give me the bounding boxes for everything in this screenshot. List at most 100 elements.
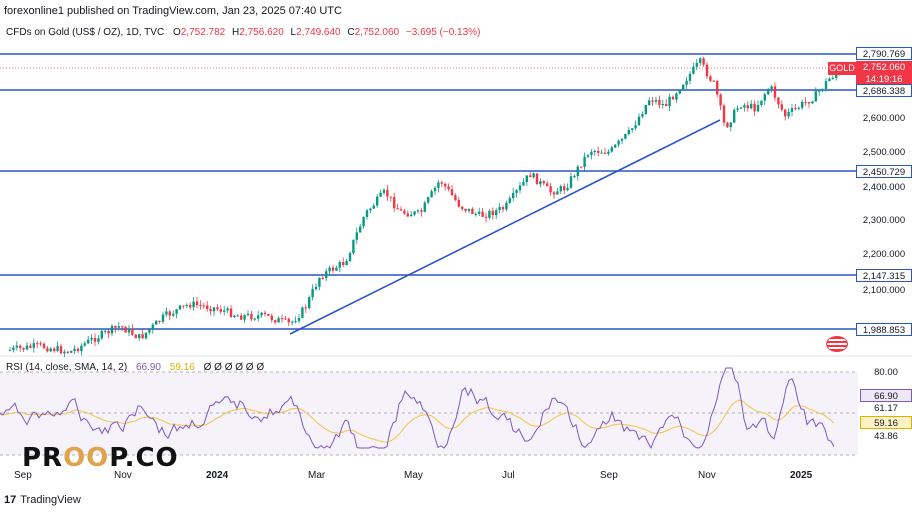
candle-body (756, 105, 760, 112)
candle-body (644, 105, 647, 115)
candle-body (437, 182, 440, 188)
candle-body (36, 343, 39, 345)
candle-body (590, 151, 593, 156)
candle-body (73, 348, 76, 351)
candle-body (206, 305, 209, 310)
candle-body (386, 189, 389, 197)
candle-body (240, 315, 243, 320)
price-tick-2600: 2,600.000 (862, 113, 906, 124)
rsi-sma-line (0, 399, 835, 443)
brand-oo: OO (63, 443, 110, 473)
candle-body (226, 308, 229, 311)
candle-body (379, 192, 382, 197)
brand-post: P.CO (109, 443, 179, 473)
candle-body (695, 62, 698, 67)
candle-body (716, 81, 719, 95)
candle-body (678, 90, 681, 94)
candle-body (263, 312, 267, 315)
candle-body (291, 321, 294, 323)
candle-body (801, 101, 804, 108)
candle-body (328, 267, 331, 272)
candle-body (297, 317, 301, 322)
candle-body (308, 297, 311, 309)
candle-body (831, 77, 834, 79)
candle-body (767, 89, 770, 95)
rsi-value: 66.90 (135, 362, 161, 373)
open-value: 2,752.782 (180, 27, 226, 38)
candle-body (712, 80, 715, 82)
symbol-badge: GOLD (828, 62, 856, 75)
candle-body (576, 166, 579, 177)
candle-body (454, 195, 457, 200)
candle-body (59, 346, 63, 354)
candle-body (100, 330, 103, 339)
symbol-title[interactable]: CFDs on Gold (US$ / OZ), 1D, TVC (6, 27, 165, 38)
candle-body (491, 210, 494, 216)
candle-body (464, 208, 467, 211)
trendline[interactable] (289, 119, 721, 335)
candle-body (199, 305, 202, 307)
rsi-sma-label: 59.16 (860, 416, 912, 429)
candle-body (539, 181, 542, 185)
candle-body (359, 226, 362, 233)
candle-body (362, 217, 365, 227)
candle-body (495, 210, 498, 216)
candle-body (178, 305, 182, 310)
candle-body (202, 305, 205, 307)
time-label-jul: Jul (502, 470, 515, 481)
candle-body (253, 318, 256, 320)
candle-body (797, 107, 800, 109)
candle-body (688, 73, 692, 81)
candle-body (515, 190, 518, 193)
candle-body (229, 308, 233, 318)
candle-body (304, 307, 307, 309)
publish-header: forexonline1 published on TradingView.co… (4, 5, 342, 17)
price-tick-2100: 2,100.000 (862, 285, 906, 296)
candle-body (56, 346, 59, 352)
candle-body (131, 328, 134, 335)
candle-body (110, 325, 114, 334)
candle-body (542, 181, 545, 184)
candle-body (637, 116, 641, 126)
candle-body (314, 286, 318, 290)
rsi-legend: RSI (14, close, SMA, 14, 2) 66.90 59.16 … (0, 360, 270, 376)
candle-body (607, 151, 610, 154)
candle-body (301, 307, 304, 318)
candle-body (246, 313, 250, 316)
candle-body (124, 327, 127, 333)
candle-body (746, 105, 749, 109)
time-label-2024: 2024 (206, 470, 229, 481)
candle-body (413, 211, 416, 215)
us-flag-icon[interactable] (826, 336, 848, 352)
candle-body (726, 122, 729, 128)
candle-body (32, 343, 35, 348)
candle-body (250, 313, 253, 320)
candle-body (277, 318, 280, 323)
candle-body (828, 78, 831, 82)
candle-body (835, 73, 838, 78)
candle-body (369, 208, 372, 211)
candle-body (121, 326, 124, 328)
brand-watermark-logo: PROOP.CO (22, 443, 179, 477)
candle-body (818, 90, 821, 92)
candle-body (389, 196, 392, 198)
candle-body (549, 186, 552, 193)
candle-body (474, 213, 477, 215)
candle-body (780, 104, 783, 110)
candle-body (750, 103, 753, 109)
tradingview-footer[interactable]: 17 TradingView (4, 492, 81, 508)
candle-body (682, 84, 685, 91)
candle-body (593, 150, 596, 152)
candle-body (90, 338, 93, 340)
rsi-series (0, 367, 835, 450)
candle-body (546, 183, 549, 187)
candle-body (627, 129, 630, 135)
price-label-2147: 2,147.315 (856, 269, 912, 282)
candle-body (29, 345, 32, 348)
rsi-title[interactable]: RSI (14, close, SMA, 14, 2) (6, 362, 128, 373)
candle-body (399, 209, 403, 211)
candle-body (518, 185, 522, 191)
candle-body (216, 307, 219, 310)
candle-body (648, 100, 651, 106)
